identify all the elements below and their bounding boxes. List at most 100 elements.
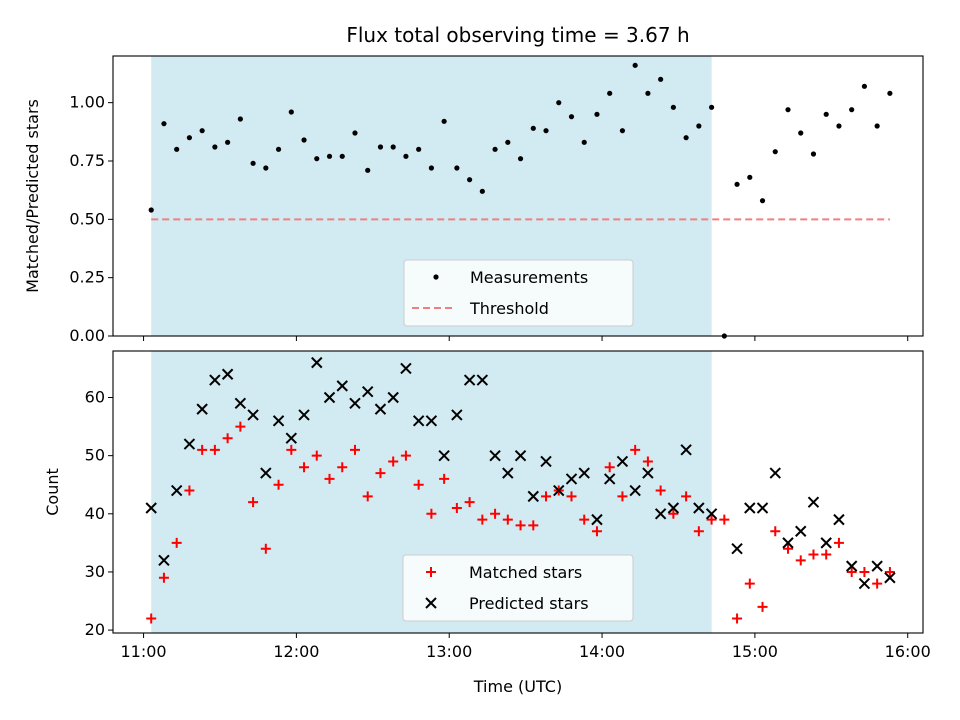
measurement-point (696, 123, 702, 129)
predicted-stars-point (183, 438, 196, 450)
predicted-stars-point (540, 455, 552, 468)
measurement-point (365, 167, 371, 173)
measurement-point (517, 156, 524, 162)
predicted-stars-point (234, 397, 247, 410)
x-tick-label: 12:00 (273, 642, 319, 661)
legend-label: Threshold (469, 299, 549, 318)
matched-stars-point (400, 450, 411, 461)
bottom-panel: 20 30 40 50 60 11:00 12:00 13:00 14:00 15:00 16:00… (43, 350, 931, 696)
predicted-stars-point (591, 513, 603, 526)
y-axis-label: Count (43, 468, 62, 516)
series-predicted-stars (145, 356, 896, 590)
matched-stars-point (349, 444, 360, 455)
matched-stars-point (617, 491, 628, 502)
matched-stars-point (260, 543, 271, 554)
matched-stars-point (884, 566, 895, 577)
predicted-stars-point (387, 391, 399, 404)
measurement-point (887, 90, 893, 96)
predicted-stars-point (463, 374, 476, 386)
measurement-point (708, 104, 715, 110)
measurement-point (428, 165, 434, 171)
measurement-point (658, 76, 664, 82)
predicted-stars-point (502, 467, 514, 479)
matched-stars-point (872, 578, 883, 589)
measurement-point (212, 144, 218, 150)
predicted-stars-point (374, 403, 387, 415)
y-tick-label: 0.75 (69, 151, 105, 170)
legend-box (402, 554, 634, 622)
measurement-point (619, 128, 626, 134)
matched-stars-point (642, 456, 653, 467)
matched-stars-point (273, 479, 284, 490)
measurement-point (543, 128, 549, 134)
measurement-point (301, 137, 307, 143)
measurement-point (314, 156, 320, 162)
predicted-stars-point (476, 374, 489, 386)
measurement-point (403, 153, 409, 159)
matched-stars-point (171, 537, 182, 548)
matched-stars-point (477, 514, 488, 525)
matched-stars-point (388, 456, 399, 467)
y-tick-label: 20 (85, 620, 105, 639)
predicted-stars-point (769, 467, 781, 479)
legend-label: Predicted stars (469, 594, 589, 613)
measurement-point (505, 139, 511, 145)
matched-stars-point (439, 473, 450, 484)
measurement-point (594, 111, 600, 117)
matched-stars-point (693, 526, 704, 537)
matched-stars-point (668, 508, 679, 519)
predicted-stars-point (285, 432, 298, 444)
matched-stars-point (209, 444, 220, 455)
measurement-point (836, 123, 842, 129)
measurement-point (798, 130, 804, 136)
predicted-stars-point (209, 374, 221, 386)
measurement-point (568, 114, 575, 120)
y-tick-label: 0.50 (69, 209, 105, 228)
predicted-stars-point (553, 484, 565, 497)
legend: Matched stars Predicted stars (402, 554, 634, 622)
predicted-stars-point (260, 467, 272, 479)
measurement-point (352, 130, 358, 136)
predicted-stars-point (425, 415, 438, 427)
y-tick-label: 60 (85, 388, 105, 407)
matched-stars-point (744, 578, 755, 589)
matched-stars-point (630, 444, 641, 455)
matched-stars-point (451, 502, 462, 513)
matched-stars-point (158, 572, 169, 583)
measurement-point (810, 151, 817, 157)
matched-stars-point (833, 537, 844, 548)
measurement-point (339, 153, 345, 159)
y-tick-label: 0.25 (69, 268, 105, 287)
matched-stars-point (375, 468, 386, 479)
matched-stars-point (783, 543, 793, 554)
matched-stars-point (184, 485, 195, 496)
matched-stars-point (311, 450, 322, 461)
predicted-stars-point (336, 380, 348, 392)
measurement-point (377, 144, 384, 150)
measurement-point (632, 62, 638, 68)
predicted-stars-point (820, 537, 832, 549)
measurement-point (492, 146, 498, 152)
predicted-stars-point (705, 508, 718, 520)
top-panel: 0.00 0.25 0.50 0.75 1.00 Matched/Predicted st… (23, 55, 924, 345)
predicted-stars-point (603, 473, 616, 485)
predicted-stars-point (247, 409, 259, 421)
predicted-stars-point (311, 356, 323, 369)
x-axis-label: Time (UTC) (473, 677, 562, 696)
measurement-point (275, 146, 282, 152)
measurement-point (530, 125, 536, 131)
plot-frame (112, 55, 924, 337)
predicted-stars-point (654, 508, 667, 520)
measurement-point (454, 165, 460, 171)
measurement-point (849, 107, 855, 113)
measurement-point (759, 198, 766, 204)
legend-box (403, 259, 634, 327)
matched-stars-point (502, 514, 513, 525)
y-tick-label: 50 (85, 446, 105, 465)
measurement-point (734, 181, 740, 187)
matched-stars-point (591, 526, 602, 537)
predicted-stars-point (667, 502, 680, 514)
predicted-stars-point (400, 362, 412, 375)
series-measurements (148, 62, 893, 339)
